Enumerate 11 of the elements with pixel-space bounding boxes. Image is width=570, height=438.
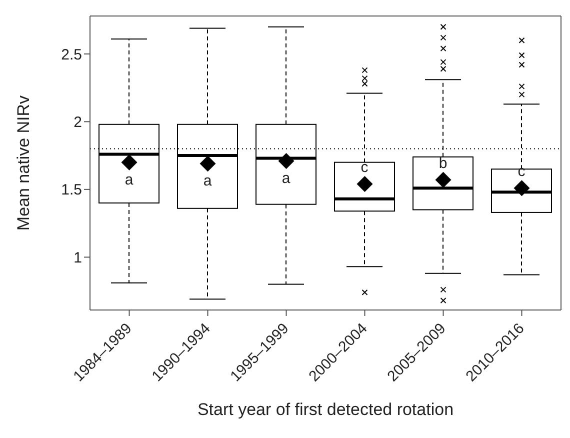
y-tick-label: 2.5 — [61, 46, 82, 64]
annotation: a — [282, 170, 291, 187]
annotation: a — [124, 171, 134, 188]
annotation: b — [438, 154, 448, 172]
annotation: a — [203, 172, 212, 190]
x-axis-title: Start year of first detected rotation — [197, 400, 454, 419]
y-axis-title: Mean native NIRv — [14, 94, 34, 231]
annotation: c — [360, 159, 369, 176]
y-tick-label: 1 — [74, 249, 82, 266]
y-tick-label: 1.5 — [61, 182, 82, 199]
y-tick-label: 2 — [74, 114, 82, 131]
